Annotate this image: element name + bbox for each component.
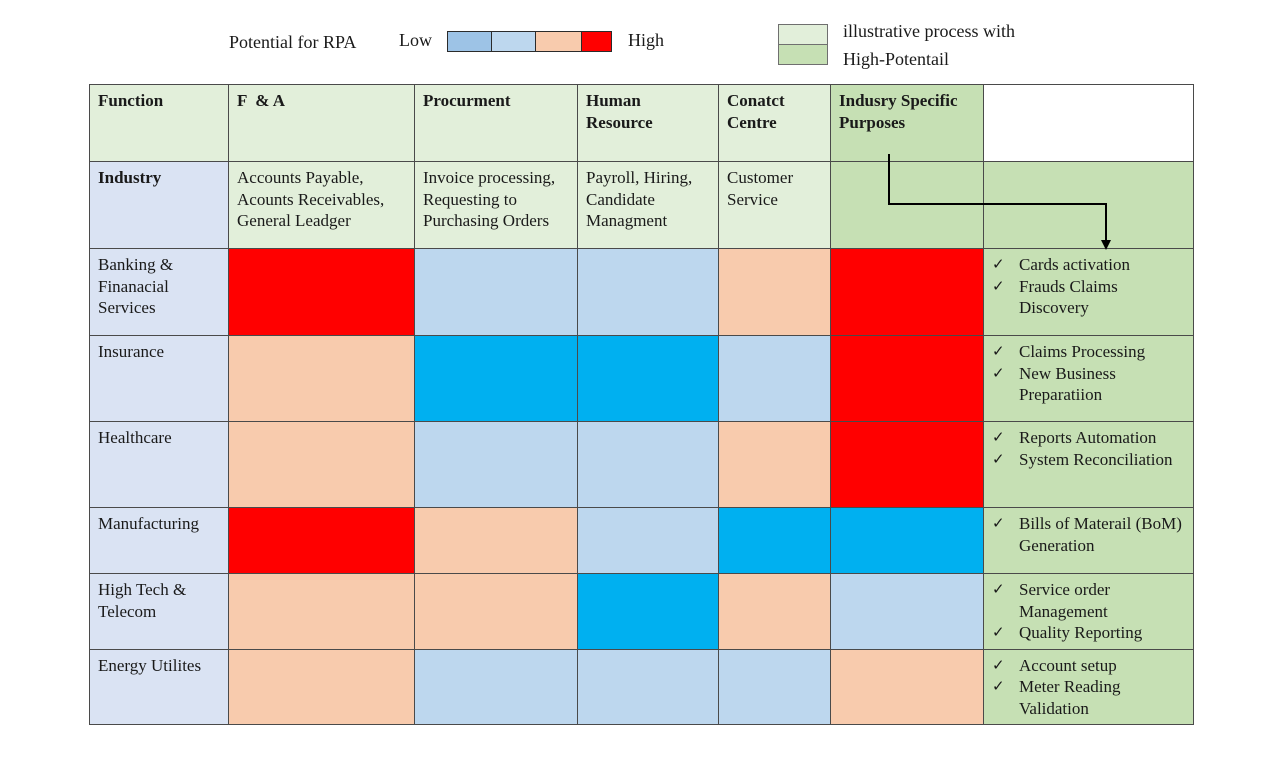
table-row: Healthcare Reports AutomationSystem Recon… — [89, 421, 1194, 508]
illustrative-processes: Account setupMeter Reading Validation — [983, 648, 1194, 725]
heat-cell-conatct-centre — [718, 421, 831, 508]
industry-label: Energy Utilites — [89, 648, 229, 725]
key-swatch-dark — [778, 44, 828, 65]
heat-cell-human-resource — [577, 507, 719, 574]
process-list: Cards activationFrauds Claims Discovery — [992, 254, 1185, 319]
heat-cell-procurment — [414, 573, 578, 650]
illustrative-processes: Reports AutomationSystem Reconciliation — [983, 421, 1194, 508]
process-list: Account setupMeter Reading Validation — [992, 655, 1185, 720]
blank-header-cell — [983, 84, 1194, 162]
heat-cell-human-resource — [577, 421, 719, 508]
table-row: Energy Utilites Account setupMeter Readin… — [89, 648, 1194, 725]
heat-cell-f-and-a — [228, 573, 415, 650]
process-list-item: Cards activation — [992, 254, 1185, 276]
process-list-item: Frauds Claims Discovery — [992, 276, 1185, 319]
heat-cell-conatct-centre — [718, 248, 831, 336]
function-header-row: Function F & A Procurment Human Resource… — [89, 84, 1194, 162]
industry-label: Healthcare — [89, 421, 229, 508]
process-list-item: Account setup — [992, 655, 1185, 677]
heat-cell-human-resource — [577, 335, 719, 422]
heat-cell-f-and-a — [228, 507, 415, 574]
industry-label: Banking & Finanacial Services — [89, 248, 229, 336]
legend-scale-swatch-4 — [581, 31, 612, 52]
process-list: Claims ProcessingNew Business Preparatii… — [992, 341, 1185, 406]
heat-cell-human-resource — [577, 573, 719, 650]
industry-label: Insurance — [89, 335, 229, 422]
key-label-line1: illustrative process with — [843, 21, 1015, 41]
heat-cell-procurment — [414, 648, 578, 725]
process-list-item: Claims Processing — [992, 341, 1185, 363]
process-list-item: System Reconciliation — [992, 449, 1185, 471]
process-list: Bills of Materail (BoM) Generation — [992, 513, 1185, 556]
process-list-item: Service order Management — [992, 579, 1185, 622]
column-header-human-resource: Human Resource — [577, 84, 719, 162]
processes-conatct-centre: Customer Service — [718, 161, 831, 249]
process-list-item: New Business Preparatiion — [992, 363, 1185, 406]
heat-cell-indusry-specific — [830, 248, 984, 336]
legend-title: Potential for RPA — [229, 32, 357, 52]
heat-cell-procurment — [414, 248, 578, 336]
illustrative-processes: Claims ProcessingNew Business Preparatii… — [983, 335, 1194, 422]
process-list: Service order ManagementQuality Reportin… — [992, 579, 1185, 644]
heat-cell-f-and-a — [228, 335, 415, 422]
process-list-item: Bills of Materail (BoM) Generation — [992, 513, 1185, 556]
column-header-procurment: Procurment — [414, 84, 578, 162]
legend-high-label: High — [628, 30, 664, 50]
table-row: Insurance Claims ProcessingNew Business P… — [89, 335, 1194, 422]
process-list-item: Meter Reading Validation — [992, 676, 1185, 719]
industry-subheader-row: Industry Accounts Payable, Acounts Recei… — [89, 161, 1194, 249]
industry-header-label: Industry — [89, 161, 229, 249]
column-header-indusry-specific: Indusry Specific Purposes — [830, 84, 984, 162]
table-row: Manufacturing Bills of Materail (BoM) Gen… — [89, 507, 1194, 574]
industry-label: Manufacturing — [89, 507, 229, 574]
function-header-label: Function — [89, 84, 229, 162]
processes-f-and-a: Accounts Payable, Acounts Receivables, G… — [228, 161, 415, 249]
heat-cell-indusry-specific — [830, 507, 984, 574]
column-header-conatct-centre: Conatct Centre — [718, 84, 831, 162]
heat-cell-f-and-a — [228, 248, 415, 336]
legend-scale — [447, 31, 612, 52]
rpa-heatmap: Function F & A Procurment Human Resource… — [89, 84, 1194, 725]
connector-arrow-line — [888, 154, 1107, 241]
heat-cell-conatct-centre — [718, 335, 831, 422]
illustrative-processes: Bills of Materail (BoM) Generation — [983, 507, 1194, 574]
connector-arrow-head — [1101, 240, 1111, 250]
industry-label: High Tech & Telecom — [89, 573, 229, 650]
process-list-item: Reports Automation — [992, 427, 1185, 449]
heat-cell-indusry-specific — [830, 421, 984, 508]
heat-cell-human-resource — [577, 248, 719, 336]
illustrative-processes: Cards activationFrauds Claims Discovery — [983, 248, 1194, 336]
heat-cell-procurment — [414, 507, 578, 574]
heat-cell-human-resource — [577, 648, 719, 725]
heat-cell-f-and-a — [228, 648, 415, 725]
heat-cell-conatct-centre — [718, 573, 831, 650]
key-label-line2: High-Potentail — [843, 49, 949, 69]
heat-cell-conatct-centre — [718, 648, 831, 725]
process-list: Reports AutomationSystem Reconciliation — [992, 427, 1185, 470]
legend-low-label: Low — [399, 30, 432, 50]
table-row: High Tech & Telecom Service order Managem… — [89, 573, 1194, 650]
heat-cell-procurment — [414, 335, 578, 422]
illustrative-processes: Service order ManagementQuality Reportin… — [983, 573, 1194, 650]
heat-cell-indusry-specific — [830, 648, 984, 725]
heat-cell-conatct-centre — [718, 507, 831, 574]
processes-human-resource: Payroll, Hiring, Candidate Managment — [577, 161, 719, 249]
table-row: Banking & Finanacial Services Cards activ… — [89, 248, 1194, 336]
process-list-item: Quality Reporting — [992, 622, 1185, 644]
